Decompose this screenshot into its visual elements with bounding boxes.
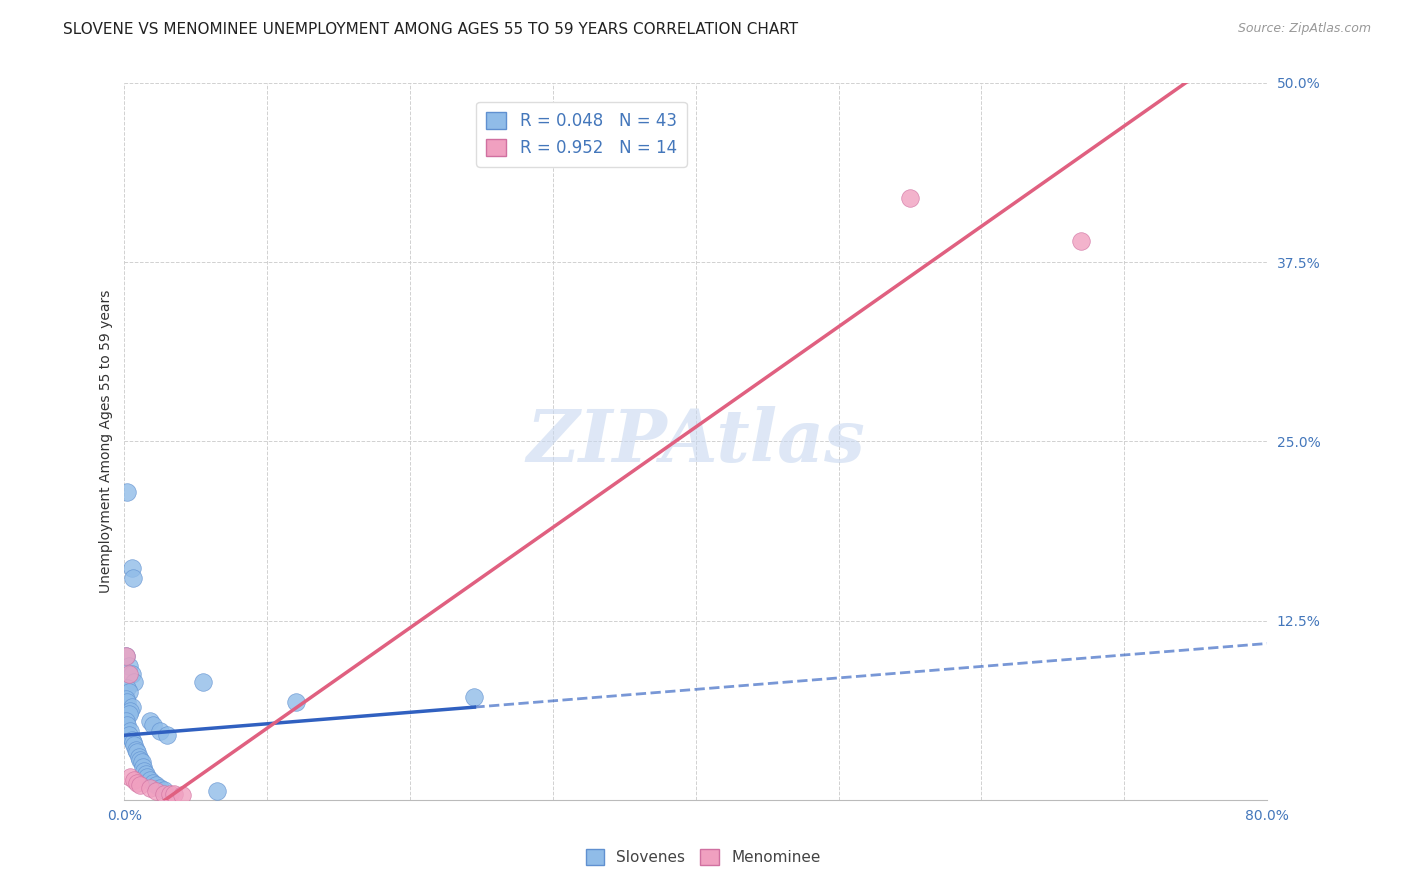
Point xyxy=(163,787,186,801)
Point xyxy=(139,714,162,728)
Point xyxy=(121,732,143,747)
Legend: Slovenes, Menominee: Slovenes, Menominee xyxy=(579,843,827,871)
Point xyxy=(118,706,141,721)
Point xyxy=(463,690,485,704)
Point xyxy=(153,787,176,801)
Point xyxy=(120,770,142,784)
Y-axis label: Unemployment Among Ages 55 to 59 years: Unemployment Among Ages 55 to 59 years xyxy=(100,290,114,593)
Point xyxy=(124,739,146,753)
Point xyxy=(118,659,141,673)
Point xyxy=(129,779,152,793)
Point xyxy=(142,775,165,789)
Point xyxy=(115,649,138,664)
Point xyxy=(121,699,143,714)
Point xyxy=(115,692,138,706)
Point xyxy=(118,728,141,742)
Point xyxy=(118,685,141,699)
Legend: R = 0.048   N = 43, R = 0.952   N = 14: R = 0.048 N = 43, R = 0.952 N = 14 xyxy=(477,102,686,167)
Point xyxy=(170,789,193,803)
Point xyxy=(124,675,146,690)
Point xyxy=(284,695,307,709)
Point xyxy=(139,772,162,787)
Point xyxy=(134,764,156,778)
Point xyxy=(122,735,145,749)
Point xyxy=(1070,234,1092,248)
Point xyxy=(118,666,141,681)
Point xyxy=(191,675,214,690)
Point xyxy=(117,681,139,695)
Point xyxy=(127,775,149,789)
Point xyxy=(129,753,152,767)
Point xyxy=(132,760,155,774)
Point xyxy=(122,570,145,584)
Point xyxy=(115,714,138,728)
Point xyxy=(898,191,921,205)
Point xyxy=(121,666,143,681)
Point xyxy=(156,728,179,742)
Point xyxy=(128,749,150,764)
Point xyxy=(117,695,139,709)
Point xyxy=(121,560,143,574)
Point xyxy=(127,746,149,760)
Point xyxy=(120,723,142,738)
Point xyxy=(115,649,138,664)
Point xyxy=(136,770,159,784)
Point xyxy=(135,767,157,781)
Point xyxy=(139,781,162,796)
Text: SLOVENE VS MENOMINEE UNEMPLOYMENT AMONG AGES 55 TO 59 YEARS CORRELATION CHART: SLOVENE VS MENOMINEE UNEMPLOYMENT AMONG … xyxy=(63,22,799,37)
Text: ZIPAtlas: ZIPAtlas xyxy=(526,406,865,477)
Point xyxy=(153,782,176,797)
Point xyxy=(142,718,165,732)
Point xyxy=(145,779,167,793)
Point xyxy=(125,742,148,756)
Point xyxy=(131,756,153,770)
Point xyxy=(117,484,139,499)
Point xyxy=(145,784,167,798)
Point xyxy=(207,784,229,798)
Point xyxy=(149,723,172,738)
Point xyxy=(159,787,181,801)
Point xyxy=(120,704,142,718)
Text: Source: ZipAtlas.com: Source: ZipAtlas.com xyxy=(1237,22,1371,36)
Point xyxy=(149,781,172,796)
Point xyxy=(117,718,139,732)
Point xyxy=(124,772,146,787)
